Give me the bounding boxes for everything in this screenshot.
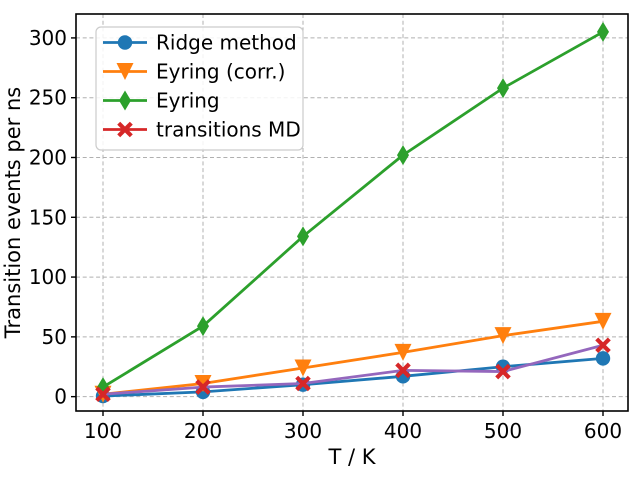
legend-label-eyring: Eyring — [156, 89, 220, 113]
y-tick-label: 50 — [42, 325, 67, 349]
legend-marker-transitions-md-icon — [117, 121, 133, 138]
marker-eyring-corr — [194, 374, 212, 392]
marker-transitions-md — [195, 379, 211, 395]
legend-item-eyring-corr: Eyring (corr.) — [103, 60, 285, 84]
marker-eyring — [497, 78, 509, 99]
series-transitions-md — [95, 337, 611, 403]
marker-transitions-md — [95, 386, 111, 403]
y-tick-label: 300 — [29, 26, 67, 50]
marker-eyring — [397, 145, 409, 166]
series-line-ridge-method — [101, 356, 605, 398]
marker-eyring-corr — [394, 343, 412, 361]
marker-ridge-method — [595, 351, 611, 366]
x-tick-label: 600 — [584, 419, 622, 443]
legend-marker-eyring-corr-icon — [116, 63, 134, 80]
series-line-eyring — [101, 30, 605, 389]
series-line-transitions-md — [101, 343, 605, 396]
y-tick-label: 100 — [29, 265, 67, 289]
series-line-eyring-corr — [101, 319, 605, 396]
y-tick-label: 250 — [29, 86, 67, 110]
x-tick-label: 400 — [384, 419, 422, 443]
legend-item-ridge-method: Ridge method — [103, 31, 297, 55]
marker-eyring-corr — [494, 327, 512, 345]
legend-box — [95, 26, 304, 151]
legend-marker-eyring-icon — [119, 90, 131, 111]
y-tick-label: 200 — [29, 145, 67, 169]
x-tick-label: 300 — [284, 419, 322, 443]
legend-marker-ridge-method-icon — [117, 35, 133, 50]
x-axis-label: T / K — [327, 445, 376, 469]
marker-transitions-md — [595, 337, 611, 354]
marker-transitions-md — [395, 362, 411, 379]
legend-label-transitions-md: transitions MD — [156, 118, 301, 142]
x-tick-label: 100 — [84, 419, 122, 443]
marker-eyring — [597, 21, 609, 42]
legend-item-eyring: Eyring — [103, 89, 220, 113]
y-tick-label: 0 — [54, 385, 67, 409]
plot-border — [75, 13, 629, 412]
marker-eyring-corr — [594, 312, 612, 330]
marker-eyring — [197, 316, 209, 337]
marker-transitions-md — [295, 375, 311, 392]
x-tick-label: 500 — [484, 419, 522, 443]
y-tick-label: 150 — [29, 205, 67, 229]
marker-eyring-corr — [294, 359, 312, 377]
legend-item-transitions-md: transitions MD — [103, 118, 301, 142]
legend-label-ridge-method: Ridge method — [156, 31, 297, 55]
y-axis-label: Transition events per ns — [1, 87, 25, 339]
x-tick-label: 200 — [184, 419, 222, 443]
marker-transitions-md — [495, 363, 511, 380]
marker-eyring — [297, 226, 309, 247]
legend: Ridge method Eyring (corr.) Eyring transiti… — [95, 26, 304, 151]
legend-label-eyring-corr: Eyring (corr.) — [156, 60, 285, 84]
